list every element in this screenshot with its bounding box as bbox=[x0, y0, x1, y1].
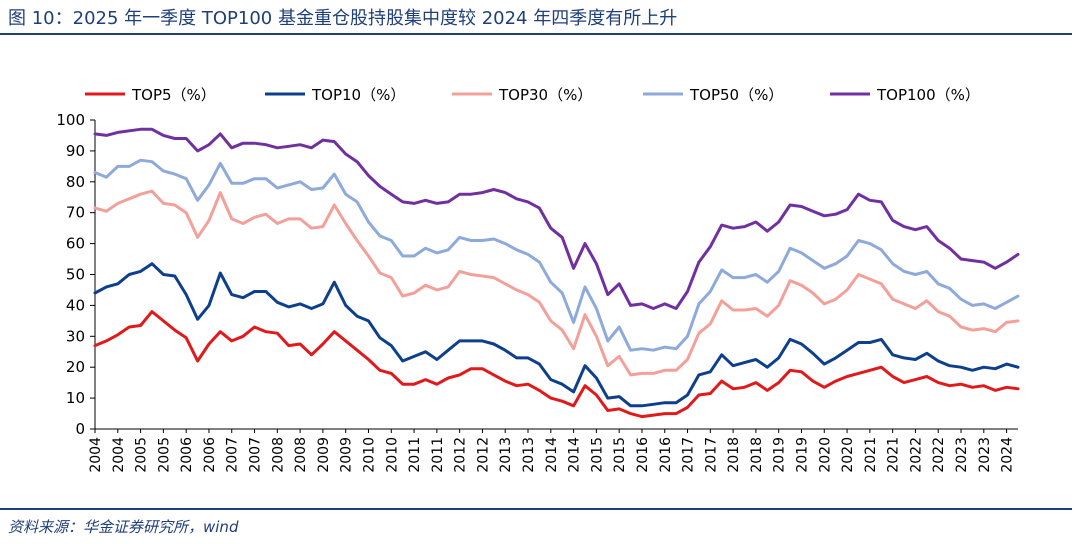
x-tick-label: 2004 bbox=[111, 437, 127, 473]
y-tick-label: 90 bbox=[66, 142, 85, 160]
x-tick-label: 2013 bbox=[498, 437, 514, 473]
x-tick-label: 2013 bbox=[521, 437, 537, 473]
legend-label: TOP100（%） bbox=[876, 86, 980, 104]
axes: 0 10 20 30 40 50 60 70 80 90 100 2004 2004 2005 2005 20… bbox=[56, 111, 1018, 473]
x-tick-label: 2007 bbox=[225, 437, 241, 473]
x-tick-label: 2021 bbox=[886, 437, 902, 473]
x-tick-label: 2009 bbox=[339, 437, 355, 473]
x-tick-label: 2006 bbox=[202, 437, 218, 473]
x-tick-label: 2015 bbox=[589, 437, 605, 473]
y-tick-label: 70 bbox=[66, 204, 85, 222]
x-tick-label: 2020 bbox=[840, 437, 856, 473]
x-tick-label: 2016 bbox=[658, 437, 674, 473]
legend: TOP5（%） TOP10（%） TOP30（%） TOP50（%） TOP100（%） bbox=[85, 86, 980, 104]
x-tick-label: 2022 bbox=[931, 437, 947, 473]
series-lines bbox=[93, 127, 1020, 419]
x-tick-label: 2006 bbox=[179, 437, 195, 473]
x-tick-label: 2009 bbox=[316, 437, 332, 473]
series-line-1 bbox=[93, 310, 1020, 419]
x-tick-label: 2015 bbox=[612, 437, 628, 473]
x-tick-label: 2011 bbox=[430, 437, 446, 473]
x-tick-label: 2008 bbox=[293, 437, 309, 473]
x-tick-label: 2014 bbox=[567, 437, 583, 473]
y-tick-label: 30 bbox=[66, 327, 85, 345]
x-tick-label: 2005 bbox=[156, 437, 172, 473]
title-divider bbox=[0, 33, 1072, 35]
x-tick-label: 2012 bbox=[453, 437, 469, 473]
x-tick-label: 2019 bbox=[794, 437, 810, 473]
y-tick-label: 80 bbox=[66, 173, 85, 191]
legend-label: TOP10（%） bbox=[311, 86, 405, 104]
y-tick-label: 50 bbox=[66, 266, 85, 284]
legend-label: TOP5（%） bbox=[131, 86, 216, 104]
y-tick-label: 10 bbox=[66, 389, 85, 407]
legend-label: TOP30（%） bbox=[498, 86, 592, 104]
source-note: 资料来源：华金证券研究所，wind bbox=[8, 518, 239, 536]
x-tick-label: 2007 bbox=[248, 437, 264, 473]
x-tick-label: 2021 bbox=[863, 437, 879, 473]
x-tick-label: 2017 bbox=[703, 437, 719, 473]
y-tick-label: 100 bbox=[56, 111, 85, 129]
x-tick-label: 2008 bbox=[270, 437, 286, 473]
x-tick-label: 2010 bbox=[361, 437, 377, 473]
x-tick-label: 2023 bbox=[977, 437, 993, 473]
x-tick-label: 2018 bbox=[726, 437, 742, 473]
x-tick-label: 2012 bbox=[475, 437, 491, 473]
series-line-5 bbox=[93, 127, 1020, 310]
series-line-4 bbox=[93, 158, 1020, 352]
x-tick-label: 2010 bbox=[384, 437, 400, 473]
x-tick-label: 2016 bbox=[635, 437, 651, 473]
x-tick-label: 2017 bbox=[681, 437, 697, 473]
series-line-3 bbox=[93, 189, 1020, 377]
x-tick-label: 2022 bbox=[908, 437, 924, 473]
y-tick-label: 20 bbox=[66, 358, 85, 376]
x-tick-label: 2005 bbox=[134, 437, 150, 473]
x-tick-label: 2014 bbox=[544, 437, 560, 473]
line-chart: TOP5（%） TOP10（%） TOP30（%） TOP50（%） TOP100（%）… bbox=[56, 86, 1020, 473]
x-tick-label: 2004 bbox=[88, 437, 104, 473]
y-tick-label: 0 bbox=[75, 420, 85, 438]
legend-label: TOP50（%） bbox=[689, 86, 783, 104]
y-tick-label: 60 bbox=[66, 235, 85, 253]
footer-divider bbox=[0, 508, 1072, 510]
x-tick-label: 2019 bbox=[772, 437, 788, 473]
x-tick-label: 2011 bbox=[407, 437, 423, 473]
series-line-2 bbox=[93, 262, 1020, 408]
x-tick-label: 2020 bbox=[817, 437, 833, 473]
y-tick-label: 40 bbox=[66, 296, 85, 314]
chart-title: 图 10：2025 年一季度 TOP100 基金重仓股持股集中度较 2024 年… bbox=[8, 8, 678, 29]
x-tick-label: 2024 bbox=[1000, 437, 1016, 473]
x-tick-label: 2018 bbox=[749, 437, 765, 473]
x-tick-label: 2023 bbox=[954, 437, 970, 473]
